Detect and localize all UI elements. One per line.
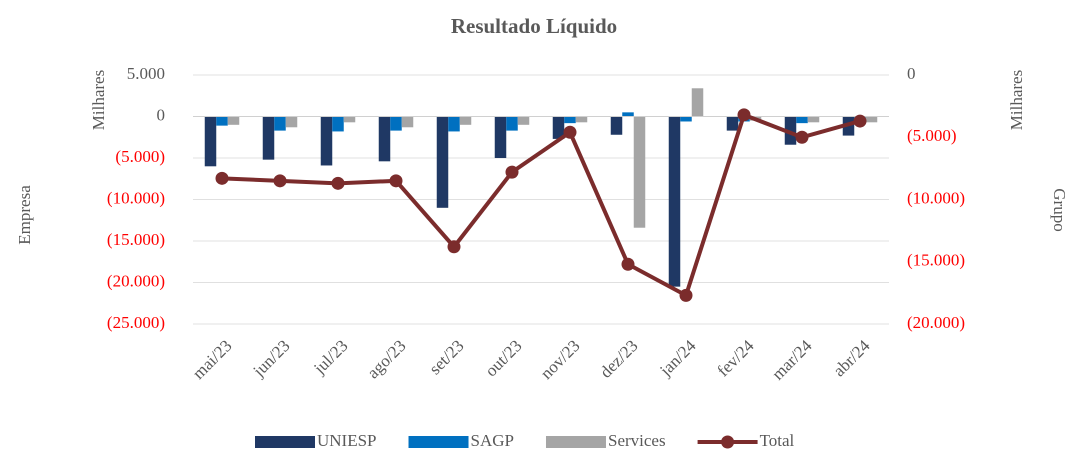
- line-marker: [563, 125, 577, 139]
- bar: [517, 116, 530, 125]
- bar: [807, 116, 820, 123]
- bar: [401, 116, 414, 128]
- y-axis-unit: Milhares: [89, 70, 108, 130]
- line-marker: [621, 257, 635, 271]
- line-marker: [273, 174, 287, 188]
- bar: [320, 116, 333, 166]
- bar: [552, 116, 565, 139]
- bar: [622, 112, 634, 117]
- line-marker: [505, 165, 519, 179]
- bar: [506, 116, 518, 131]
- line-marker: [389, 174, 403, 188]
- bar: [390, 116, 402, 131]
- y-tick-label: (15.000): [107, 230, 165, 249]
- bar: [680, 116, 692, 122]
- y2-tick-label: (20.000): [907, 313, 965, 332]
- bar: [494, 116, 507, 158]
- x-tick-label: fev/24: [713, 336, 757, 380]
- legend-label: SAGP: [471, 431, 514, 450]
- bar: [378, 116, 391, 162]
- bar: [575, 116, 588, 123]
- line-marker: [331, 176, 345, 190]
- line-marker: [679, 288, 693, 302]
- y2-axis-label: Grupo: [1050, 188, 1069, 231]
- y2-tick-label: (5.000): [907, 126, 957, 145]
- x-tick-label: abr/24: [829, 336, 873, 380]
- x-tick-label: nov/23: [537, 336, 584, 383]
- x-tick-label: jan/24: [655, 336, 700, 381]
- chart-title: Resultado Líquido: [451, 14, 617, 38]
- legend-label: UNIESP: [317, 431, 377, 450]
- x-tick-label: mar/24: [768, 336, 816, 384]
- bar: [262, 116, 275, 160]
- y-tick-label: (25.000): [107, 313, 165, 332]
- y2-tick-label: (15.000): [907, 251, 965, 270]
- line-marker: [215, 171, 229, 185]
- bar: [633, 116, 646, 228]
- bar: [610, 116, 623, 135]
- bar: [564, 116, 576, 124]
- line-marker: [447, 240, 461, 254]
- legend-swatch: [721, 435, 735, 449]
- bar: [784, 116, 797, 145]
- legend-item: UNIESP: [255, 431, 377, 450]
- bar: [726, 116, 739, 131]
- legend-item: Services: [545, 431, 666, 450]
- bar: [796, 116, 808, 124]
- x-tick-label: jul/23: [309, 336, 351, 378]
- legend-item: Total: [697, 431, 795, 450]
- bar: [668, 116, 681, 287]
- line: [221, 112, 861, 299]
- bar: [343, 116, 356, 123]
- bar: [459, 116, 472, 125]
- legend-label: Total: [760, 431, 795, 450]
- bar: [204, 116, 217, 167]
- x-tick-label: out/23: [481, 336, 525, 380]
- legend-label: Services: [608, 431, 666, 450]
- x-tick-label: jun/23: [249, 336, 294, 381]
- legend-swatch: [255, 436, 315, 448]
- bar: [448, 116, 460, 132]
- bar: [865, 116, 878, 123]
- bar: [285, 116, 298, 128]
- legend-item: SAGP: [408, 431, 514, 450]
- line-marker: [795, 130, 809, 144]
- y2-tick-label: (10.000): [907, 188, 965, 207]
- y-tick-label: 0: [157, 105, 166, 124]
- y-axis-label: Empresa: [15, 185, 34, 245]
- y-tick-label: (5.000): [115, 147, 165, 166]
- bar: [274, 116, 286, 131]
- bar: [436, 116, 449, 208]
- bar: [227, 116, 240, 125]
- legend-swatch: [545, 436, 606, 448]
- bar: [691, 88, 704, 117]
- legend-swatch: [408, 436, 469, 448]
- x-tick-label: mai/23: [189, 336, 236, 383]
- line-marker: [737, 108, 751, 122]
- bar: [332, 116, 344, 132]
- x-tick-label: set/23: [425, 336, 467, 378]
- y2-axis-unit: Milhares: [1007, 70, 1026, 130]
- y2-tick-label: 0: [907, 64, 916, 83]
- line-marker: [853, 114, 867, 128]
- x-tick-label: dez/23: [596, 336, 641, 381]
- bar: [216, 116, 228, 126]
- y-tick-label: 5.000: [127, 64, 165, 83]
- y-tick-label: (10.000): [107, 188, 165, 207]
- x-tick-label: ago/23: [363, 336, 409, 382]
- y-tick-label: (20.000): [107, 271, 165, 290]
